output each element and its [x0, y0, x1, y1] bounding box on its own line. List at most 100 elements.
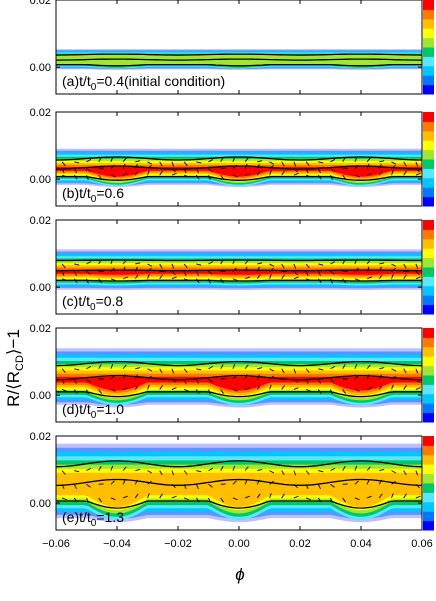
velocity-arrow — [281, 274, 285, 280]
velocity-arrow — [391, 170, 394, 176]
velocity-arrow — [135, 160, 141, 163]
velocity-arrow — [354, 267, 359, 272]
colorbar-segment — [423, 328, 434, 338]
panel-d: 0.00 0.02 (d)t/t0=1.0 — [30, 323, 434, 423]
velocity-arrow — [244, 374, 248, 380]
velocity-arrow — [256, 385, 261, 390]
colorbar-segment — [423, 346, 434, 357]
velocity-arrow — [366, 163, 370, 169]
velocity-arrow — [269, 165, 274, 169]
velocity-arrow — [86, 365, 92, 370]
velocity-arrow — [269, 480, 274, 485]
velocity-arrow — [354, 157, 358, 162]
colorbar-segment — [423, 464, 434, 475]
velocity-arrow — [232, 497, 238, 501]
contour-line — [56, 360, 422, 367]
velocity-arrow — [98, 174, 102, 180]
velocity-arrow — [330, 159, 336, 163]
velocity-arrow — [220, 278, 224, 284]
velocity-arrow — [403, 470, 407, 476]
velocity-arrow — [98, 389, 102, 394]
velocity-arrow — [134, 170, 139, 176]
velocity-arrow — [98, 278, 102, 284]
velocity-arrow — [330, 378, 335, 383]
velocity-arrow — [232, 363, 236, 369]
y-tick-label: 0.02 — [30, 215, 51, 227]
colorbar-segment — [423, 375, 434, 385]
velocity-arrow — [403, 170, 407, 176]
velocity-arrow — [208, 483, 213, 488]
velocity-arrow — [342, 278, 346, 284]
velocity-arrow — [195, 278, 200, 284]
velocity-arrow — [232, 267, 237, 272]
velocity-arrow — [391, 267, 396, 272]
velocity-arrow — [171, 495, 177, 499]
contour-line — [56, 58, 422, 61]
panel-label-sub: 0 — [91, 82, 97, 93]
velocity-arrow — [220, 259, 224, 265]
velocity-arrow — [171, 378, 176, 383]
velocity-arrow — [171, 263, 175, 269]
velocity-arrow — [122, 163, 126, 169]
colorbar-segment — [423, 304, 434, 315]
velocity-arrow — [110, 465, 114, 471]
panel-label-prefix: (e)t/t — [62, 509, 91, 525]
velocity-arrow — [86, 483, 91, 488]
velocity-arrow — [378, 374, 382, 380]
velocity-arrow — [415, 161, 419, 167]
contour-line — [56, 375, 422, 381]
x-tick-label: −0.06 — [42, 538, 70, 550]
velocity-arrow — [159, 161, 163, 167]
velocity-arrow — [378, 479, 382, 485]
panel-e: 0.00 0.02 (e)t/t0=1.3 — [30, 431, 434, 531]
colorbar-segment — [423, 412, 434, 423]
panel-label-prefix: (b)t/t — [62, 185, 91, 201]
velocity-arrow — [208, 497, 211, 503]
velocity-arrow — [134, 479, 138, 485]
velocity-arrow — [305, 484, 309, 490]
velocity-arrow — [232, 157, 236, 162]
velocity-arrow — [110, 259, 114, 265]
velocity-arrow — [208, 378, 213, 383]
colorbar-segment — [423, 393, 434, 404]
velocity-arrow — [98, 157, 102, 163]
velocity-arrow — [403, 493, 407, 499]
velocity-arrow — [110, 174, 116, 178]
velocity-arrow — [86, 168, 91, 172]
velocity-arrow — [391, 273, 394, 279]
velocity-arrow — [391, 165, 396, 169]
velocity-arrow — [330, 467, 336, 472]
velocity-arrow — [366, 266, 370, 272]
velocity-arrow — [122, 374, 126, 380]
velocity-arrow — [135, 468, 141, 472]
colorbar-segment — [423, 75, 434, 86]
velocity-arrow — [293, 483, 298, 489]
velocity-arrow — [330, 261, 336, 265]
velocity-arrow — [293, 168, 298, 173]
velocity-arrow — [61, 497, 67, 501]
velocity-arrow — [293, 470, 297, 476]
velocity-arrow — [281, 385, 285, 390]
velocity-arrow — [281, 161, 285, 167]
velocity-arrow — [110, 375, 115, 380]
velocity-arrow — [134, 385, 139, 390]
velocity-arrow — [317, 168, 321, 174]
velocity-arrow — [342, 259, 346, 265]
velocity-arrow — [61, 389, 67, 392]
velocity-arrow — [110, 164, 115, 169]
colorbar-segment — [423, 511, 434, 522]
velocity-arrow — [134, 493, 139, 499]
velocity-arrow — [122, 479, 126, 485]
colorbar-segment — [423, 267, 434, 277]
velocity-arrow — [281, 470, 285, 476]
velocity-arrow — [86, 278, 89, 284]
velocity-arrow — [244, 276, 250, 280]
y-tick-label: 0.00 — [30, 174, 51, 186]
velocity-arrow — [415, 368, 419, 374]
velocity-arrow — [366, 364, 371, 370]
colorbar-segment — [423, 229, 434, 240]
velocity-arrow — [73, 174, 78, 180]
velocity-arrow — [354, 164, 359, 169]
panel-label: (c)t/t0=0.8 — [62, 293, 123, 313]
